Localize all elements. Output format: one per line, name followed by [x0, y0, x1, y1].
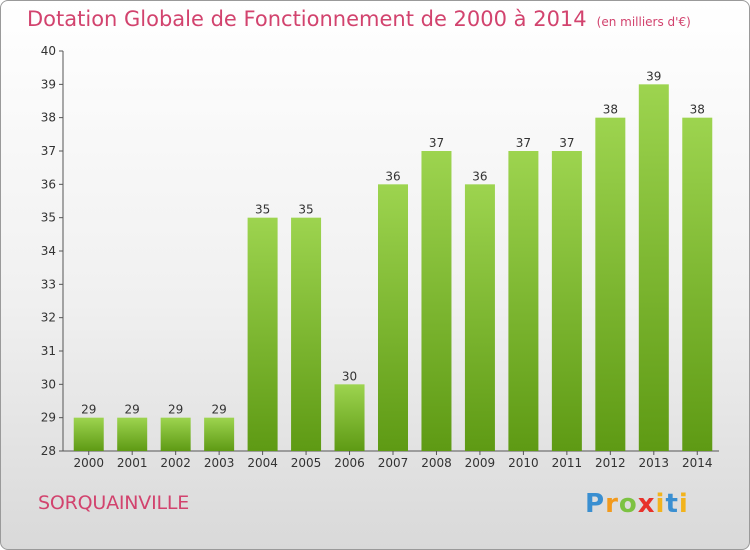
- chart-axes: 28 29 30 31 32 33 34 35 36 37 38 39 40 2000 2001 2002 20…: [41, 44, 719, 470]
- y-tick-label: 31: [41, 344, 56, 358]
- bar: [551, 151, 582, 451]
- x-tick-label: 2013: [639, 456, 670, 470]
- commune-name: SORQUAINVILLE: [38, 492, 190, 514]
- bar: [682, 117, 713, 452]
- x-tick-label: 2003: [204, 456, 235, 470]
- x-tick-label: 2001: [117, 456, 148, 470]
- bar-value-label: 36: [472, 169, 487, 183]
- x-tick-label: 2005: [291, 456, 322, 470]
- bar: [291, 217, 322, 451]
- bar: [421, 151, 452, 451]
- x-tick-label: 2008: [421, 456, 452, 470]
- bar: [247, 217, 278, 451]
- chart-title: Dotation Globale de Fonctionnement de 20…: [27, 7, 691, 31]
- y-tick-label: 40: [41, 44, 56, 58]
- x-tick-label: 2004: [247, 456, 278, 470]
- y-tick-label: 39: [41, 77, 56, 91]
- bar-value-label: 36: [385, 169, 400, 183]
- proxiti-logo[interactable]: Proxiti: [585, 489, 689, 519]
- y-tick-label: 38: [41, 111, 56, 125]
- bar-value-label: 35: [255, 203, 270, 217]
- bar: [638, 84, 669, 451]
- bar: [204, 417, 235, 451]
- bar: [160, 417, 191, 451]
- x-tick-label: 2006: [334, 456, 365, 470]
- bar-value-label: 37: [429, 136, 444, 150]
- bar: [378, 184, 408, 452]
- bar: [117, 417, 148, 451]
- y-tick-label: 35: [41, 211, 56, 225]
- y-tick-label: 34: [41, 244, 56, 258]
- x-tick-label: 2002: [160, 456, 191, 470]
- bar: [464, 184, 495, 452]
- x-tick-label: 2014: [682, 456, 713, 470]
- bar-value-label: 35: [298, 203, 313, 217]
- x-tick-label: 2009: [465, 456, 496, 470]
- y-tick-label: 30: [41, 377, 56, 391]
- bar-value-label: 38: [690, 103, 705, 117]
- bar: [334, 384, 365, 451]
- chart-bars: [73, 84, 713, 452]
- bar-value-label: 29: [211, 403, 226, 417]
- x-tick-label: 2011: [552, 456, 583, 470]
- x-tick-label: 2012: [595, 456, 626, 470]
- x-tick-label: 2000: [73, 456, 104, 470]
- bar-value-label: 29: [168, 403, 183, 417]
- x-tick-label: 2010: [508, 456, 539, 470]
- y-tick-label: 36: [41, 177, 56, 191]
- bar: [595, 117, 626, 452]
- bar: [508, 151, 539, 451]
- x-tick-label: 2007: [378, 456, 409, 470]
- bar-value-label: 37: [559, 136, 574, 150]
- bar-value-label: 30: [342, 369, 357, 383]
- y-tick-label: 32: [41, 311, 56, 325]
- y-tick-label: 28: [41, 444, 56, 458]
- chart-data-labels: 29 29 29 29 35 35 30 36 37 36 37 37 38 39 38: [81, 69, 705, 416]
- chart-subtitle: (en milliers d'€): [596, 15, 691, 29]
- bar-value-label: 37: [516, 136, 531, 150]
- bar-value-label: 39: [646, 69, 661, 83]
- y-tick-label: 33: [41, 277, 56, 291]
- bar-value-label: 38: [603, 103, 618, 117]
- bar-value-label: 29: [81, 403, 96, 417]
- chart-title-text: Dotation Globale de Fonctionnement de 20…: [27, 7, 587, 31]
- y-tick-label: 37: [41, 144, 56, 158]
- y-tick-label: 29: [41, 411, 56, 425]
- bar: [73, 417, 104, 451]
- bar-value-label: 29: [125, 403, 140, 417]
